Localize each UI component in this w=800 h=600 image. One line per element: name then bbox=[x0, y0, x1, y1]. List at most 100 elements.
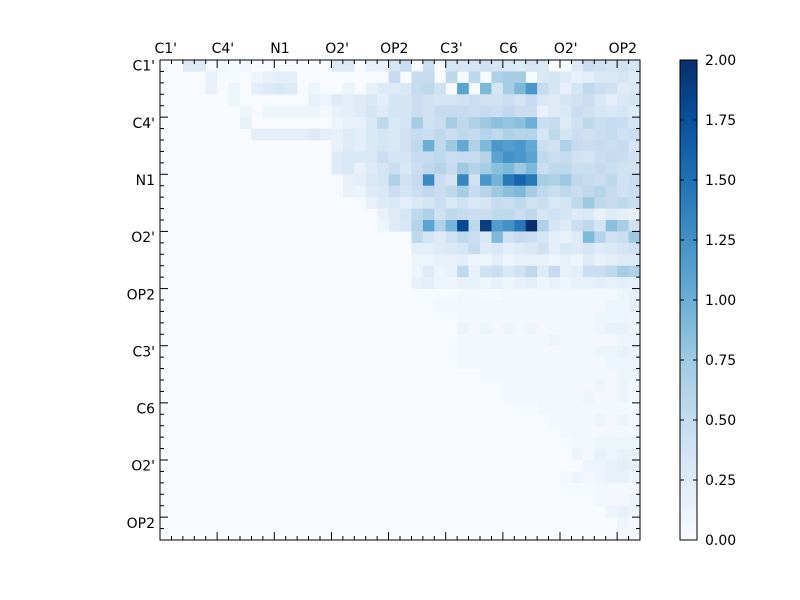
heatmap-cell bbox=[548, 300, 561, 312]
heatmap-cell bbox=[582, 197, 595, 209]
heatmap-cell bbox=[605, 368, 618, 381]
heatmap-cell bbox=[422, 208, 435, 221]
heatmap-cell bbox=[548, 94, 561, 107]
heatmap-cell bbox=[605, 140, 618, 152]
heatmap-cell bbox=[480, 334, 492, 347]
x-tick-label: O2' bbox=[554, 41, 578, 57]
heatmap-cell bbox=[605, 414, 618, 427]
heatmap-cell bbox=[594, 151, 607, 164]
colorbar-tick-label: 1.00 bbox=[705, 293, 736, 309]
heatmap-cell bbox=[342, 162, 355, 175]
colorbar-tick-label: 0.50 bbox=[705, 413, 736, 429]
heatmap-cell bbox=[400, 174, 412, 187]
heatmap-cell bbox=[468, 242, 481, 255]
heatmap-cell bbox=[217, 60, 229, 72]
heatmap-cell bbox=[491, 117, 504, 129]
heatmap-cell bbox=[617, 505, 629, 518]
heatmap-cell bbox=[480, 368, 492, 381]
heatmap-cell bbox=[537, 197, 549, 209]
heatmap-cell bbox=[457, 311, 469, 324]
heatmap-cell bbox=[571, 140, 584, 152]
heatmap-cell bbox=[628, 208, 641, 221]
heatmap-cell bbox=[525, 380, 538, 392]
heatmap-cell bbox=[445, 254, 458, 267]
heatmap-cell bbox=[571, 162, 584, 175]
heatmap-cell bbox=[617, 391, 629, 404]
heatmap-cell bbox=[400, 208, 412, 221]
heatmap-cell bbox=[537, 254, 549, 267]
heatmap-cell bbox=[560, 334, 572, 347]
heatmap-cell bbox=[422, 60, 435, 72]
heatmap-cell bbox=[400, 197, 412, 209]
heatmap-cell bbox=[411, 71, 424, 84]
heatmap-cell bbox=[514, 357, 527, 369]
heatmap-cell bbox=[262, 71, 275, 84]
heatmap-cell bbox=[480, 94, 492, 107]
heatmap-cell bbox=[468, 94, 481, 107]
heatmap-cell bbox=[571, 334, 584, 347]
heatmap-cell bbox=[445, 94, 458, 107]
heatmap-cell bbox=[617, 460, 629, 472]
heatmap-cell bbox=[537, 140, 549, 152]
heatmap-cell bbox=[605, 322, 618, 335]
heatmap-cell bbox=[468, 197, 481, 209]
heatmap-cell bbox=[514, 242, 527, 255]
heatmap-cell bbox=[548, 345, 561, 358]
heatmap-cell bbox=[617, 128, 629, 141]
heatmap-cell bbox=[285, 71, 298, 84]
heatmap-cell bbox=[605, 277, 618, 289]
heatmap-cell bbox=[617, 140, 629, 152]
heatmap-cell bbox=[571, 288, 584, 301]
heatmap-cell bbox=[571, 425, 584, 438]
heatmap-cell bbox=[560, 140, 572, 152]
heatmap-cell bbox=[411, 242, 424, 255]
heatmap-cell bbox=[514, 60, 527, 72]
heatmap-cell bbox=[388, 162, 401, 175]
heatmap-cell bbox=[457, 334, 469, 347]
heatmap-cell bbox=[354, 151, 367, 164]
heatmap-cell bbox=[525, 82, 538, 95]
heatmap-cell bbox=[537, 311, 549, 324]
heatmap-cell bbox=[422, 231, 435, 244]
heatmap-cell bbox=[457, 140, 469, 152]
heatmap-cell bbox=[617, 368, 629, 381]
heatmap-cell bbox=[594, 471, 607, 484]
heatmap-cell bbox=[468, 277, 481, 289]
heatmap-cell bbox=[457, 277, 469, 289]
heatmap-cell bbox=[594, 288, 607, 301]
heatmap-cell bbox=[548, 391, 561, 404]
y-tick-label: OP2 bbox=[127, 516, 155, 532]
heatmap-cell bbox=[274, 105, 287, 118]
heatmap-cell bbox=[285, 105, 298, 118]
heatmap-cell bbox=[422, 82, 435, 95]
heatmap-cell bbox=[502, 140, 515, 152]
heatmap-cell bbox=[514, 300, 527, 312]
heatmap-cell bbox=[468, 162, 481, 175]
heatmap-cell bbox=[525, 174, 538, 187]
heatmap-cell bbox=[571, 414, 584, 427]
heatmap-cell bbox=[468, 311, 481, 324]
heatmap-cell bbox=[525, 60, 538, 72]
heatmap-cell bbox=[457, 231, 469, 244]
heatmap-cell bbox=[240, 117, 252, 129]
heatmap-cell bbox=[594, 197, 607, 209]
heatmap-cell bbox=[582, 334, 595, 347]
heatmap-cell bbox=[502, 345, 515, 358]
heatmap-cell bbox=[582, 357, 595, 369]
heatmap-cell bbox=[377, 151, 389, 164]
heatmap-cell bbox=[582, 117, 595, 129]
heatmap-cell bbox=[480, 105, 492, 118]
heatmap-cell bbox=[377, 220, 389, 232]
heatmap-cell bbox=[594, 140, 607, 152]
heatmap-cell bbox=[514, 231, 527, 244]
heatmap-cell bbox=[468, 231, 481, 244]
heatmap-cell bbox=[388, 185, 401, 198]
heatmap-cell bbox=[457, 288, 469, 301]
heatmap-cell bbox=[525, 357, 538, 369]
heatmap-cell bbox=[468, 357, 481, 369]
heatmap-cell bbox=[617, 345, 629, 358]
heatmap-cell bbox=[617, 357, 629, 369]
heatmap-cell bbox=[560, 471, 572, 484]
heatmap-cell bbox=[560, 402, 572, 415]
heatmap-cell bbox=[582, 345, 595, 358]
